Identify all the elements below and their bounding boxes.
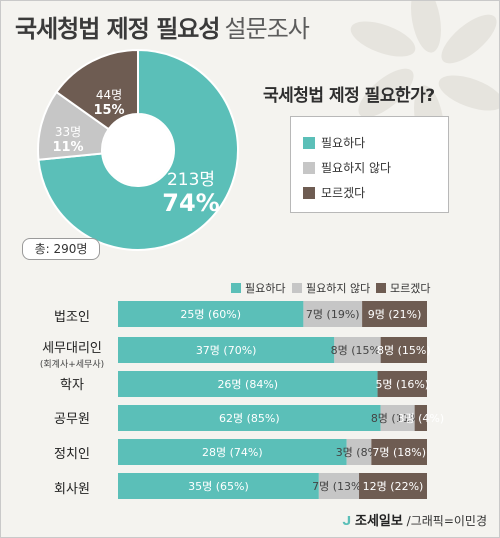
bar-label-4-1: 3명 (8%) xyxy=(336,446,383,459)
row-label-office-worker: 회사원 xyxy=(54,482,90,497)
bar-legend-label-no-need: 필요하지 않다 xyxy=(306,282,371,295)
legend-label-no-need: 필요하지 않다 xyxy=(321,161,392,175)
bar-segment-4-0 xyxy=(118,439,347,465)
bar-label-3-0: 62명 (85%) xyxy=(219,412,280,425)
legend-swatch-no-need xyxy=(303,162,315,174)
bar-label-1-2: 8명 (15%) xyxy=(377,344,431,357)
bar-segment-4-2 xyxy=(371,439,427,465)
legend-item-unknown: 모르겠다 xyxy=(303,184,365,201)
brand-logo-icon: ᒍ xyxy=(342,514,352,528)
bar-label-1-0: 37명 (70%) xyxy=(196,344,257,357)
footer-credit-text: /그래픽=이민경 xyxy=(406,514,487,528)
legend-swatch-need xyxy=(303,137,315,149)
bar-label-5-1: 7명 (13%) xyxy=(312,480,366,493)
donut-percent-label-2: 15% xyxy=(93,103,124,118)
donut-percent-label-1: 11% xyxy=(52,140,83,155)
bar-label-2-2: 5명 (16%) xyxy=(375,378,429,391)
bar-segment-0-0 xyxy=(118,301,304,327)
bar-segment-5-2 xyxy=(359,473,427,499)
donut-count-label-0: 213명 xyxy=(167,170,215,190)
bar-legend-unknown: 모르겠다 xyxy=(376,280,430,296)
bar-legend-swatch-no-need xyxy=(292,283,302,293)
bar-legend-swatch-need xyxy=(231,283,241,293)
bar-label-0-0: 25명 (60%) xyxy=(180,308,241,321)
row-label-politician: 정치인 xyxy=(54,447,90,462)
bar-label-1-1: 8명 (15%) xyxy=(331,344,385,357)
bar-label-5-0: 35명 (65%) xyxy=(188,480,249,493)
bar-label-4-2: 7명 (18%) xyxy=(372,446,426,459)
bar-legend-need: 필요하다 xyxy=(231,280,285,296)
bar-segment-2-0 xyxy=(118,371,378,397)
pie-legend: 필요하다 필요하지 않다 모르겠다 xyxy=(290,116,449,213)
bar-segment-4-1 xyxy=(346,439,372,465)
row-label-lawyer: 법조인 xyxy=(54,310,90,325)
bar-label-4-0: 28명 (74%) xyxy=(202,446,263,459)
bar-segment-0-2 xyxy=(362,301,427,327)
bar-segment-1-2 xyxy=(380,337,427,363)
row-label-scholar: 학자 xyxy=(60,378,84,393)
footer-credit: ᒍ 조세일보 /그래픽=이민경 xyxy=(342,510,487,529)
donut-slice-2 xyxy=(55,48,139,131)
pie-question-title: 국세청법 제정 필요한가? xyxy=(263,86,435,106)
bar-segment-3-1 xyxy=(380,405,415,431)
legend-item-no-need: 필요하지 않다 xyxy=(303,159,391,176)
bar-label-0-1: 7명 (19%) xyxy=(306,308,360,321)
bar-label-5-2: 12명 (22%) xyxy=(363,480,424,493)
row-label-civil-servant: 공무원 xyxy=(54,412,90,427)
legend-label-unknown: 모르겠다 xyxy=(321,186,366,200)
bar-segment-0-1 xyxy=(303,301,363,327)
bar-legend-label-unknown: 모르겠다 xyxy=(390,282,431,295)
donut-slice-0 xyxy=(37,48,239,251)
bar-segment-3-0 xyxy=(118,405,381,431)
donut-hole xyxy=(103,115,173,185)
bar-legend-label-need: 필요하다 xyxy=(245,282,286,295)
bar-segment-3-2 xyxy=(414,405,427,431)
bar-segment-5-1 xyxy=(318,473,360,499)
total-count-bubble: 총: 290명 xyxy=(22,238,100,260)
bar-label-3-2: 3명 (4%) xyxy=(397,412,444,425)
bar-segment-1-0 xyxy=(118,337,335,363)
donut-percent-label-0: 74% xyxy=(162,189,219,217)
row-label-tax-agent: 세무대리인 (회계사+세무사) xyxy=(27,337,117,370)
bar-segment-1-1 xyxy=(334,337,381,363)
bar-segment-2-2 xyxy=(377,371,427,397)
bar-legend-no-need: 필요하지 않다 xyxy=(292,280,370,296)
bar-label-3-1: 8명 (11%) xyxy=(371,412,425,425)
legend-item-need: 필요하다 xyxy=(303,134,365,151)
donut-count-label-1: 33명 xyxy=(55,125,81,139)
legend-label-need: 필요하다 xyxy=(321,136,366,150)
title-bold: 국세청법 제정 필요성 xyxy=(15,15,220,43)
legend-swatch-unknown xyxy=(303,187,315,199)
bar-segment-5-0 xyxy=(118,473,319,499)
bar-label-0-2: 9명 (21%) xyxy=(368,308,422,321)
row-label-tax-agent-note: (회계사+세무사) xyxy=(39,360,105,370)
donut-count-label-2: 44명 xyxy=(96,88,122,102)
footer-brand: 조세일보 xyxy=(354,514,403,529)
bar-label-2-0: 26명 (84%) xyxy=(217,378,278,391)
page-title: 국세청법 제정 필요성 설문조사 xyxy=(15,9,310,44)
bar-legend-swatch-unknown xyxy=(376,283,386,293)
title-light: 설문조사 xyxy=(224,15,310,43)
row-label-tax-agent-main: 세무대리인 xyxy=(42,341,102,356)
